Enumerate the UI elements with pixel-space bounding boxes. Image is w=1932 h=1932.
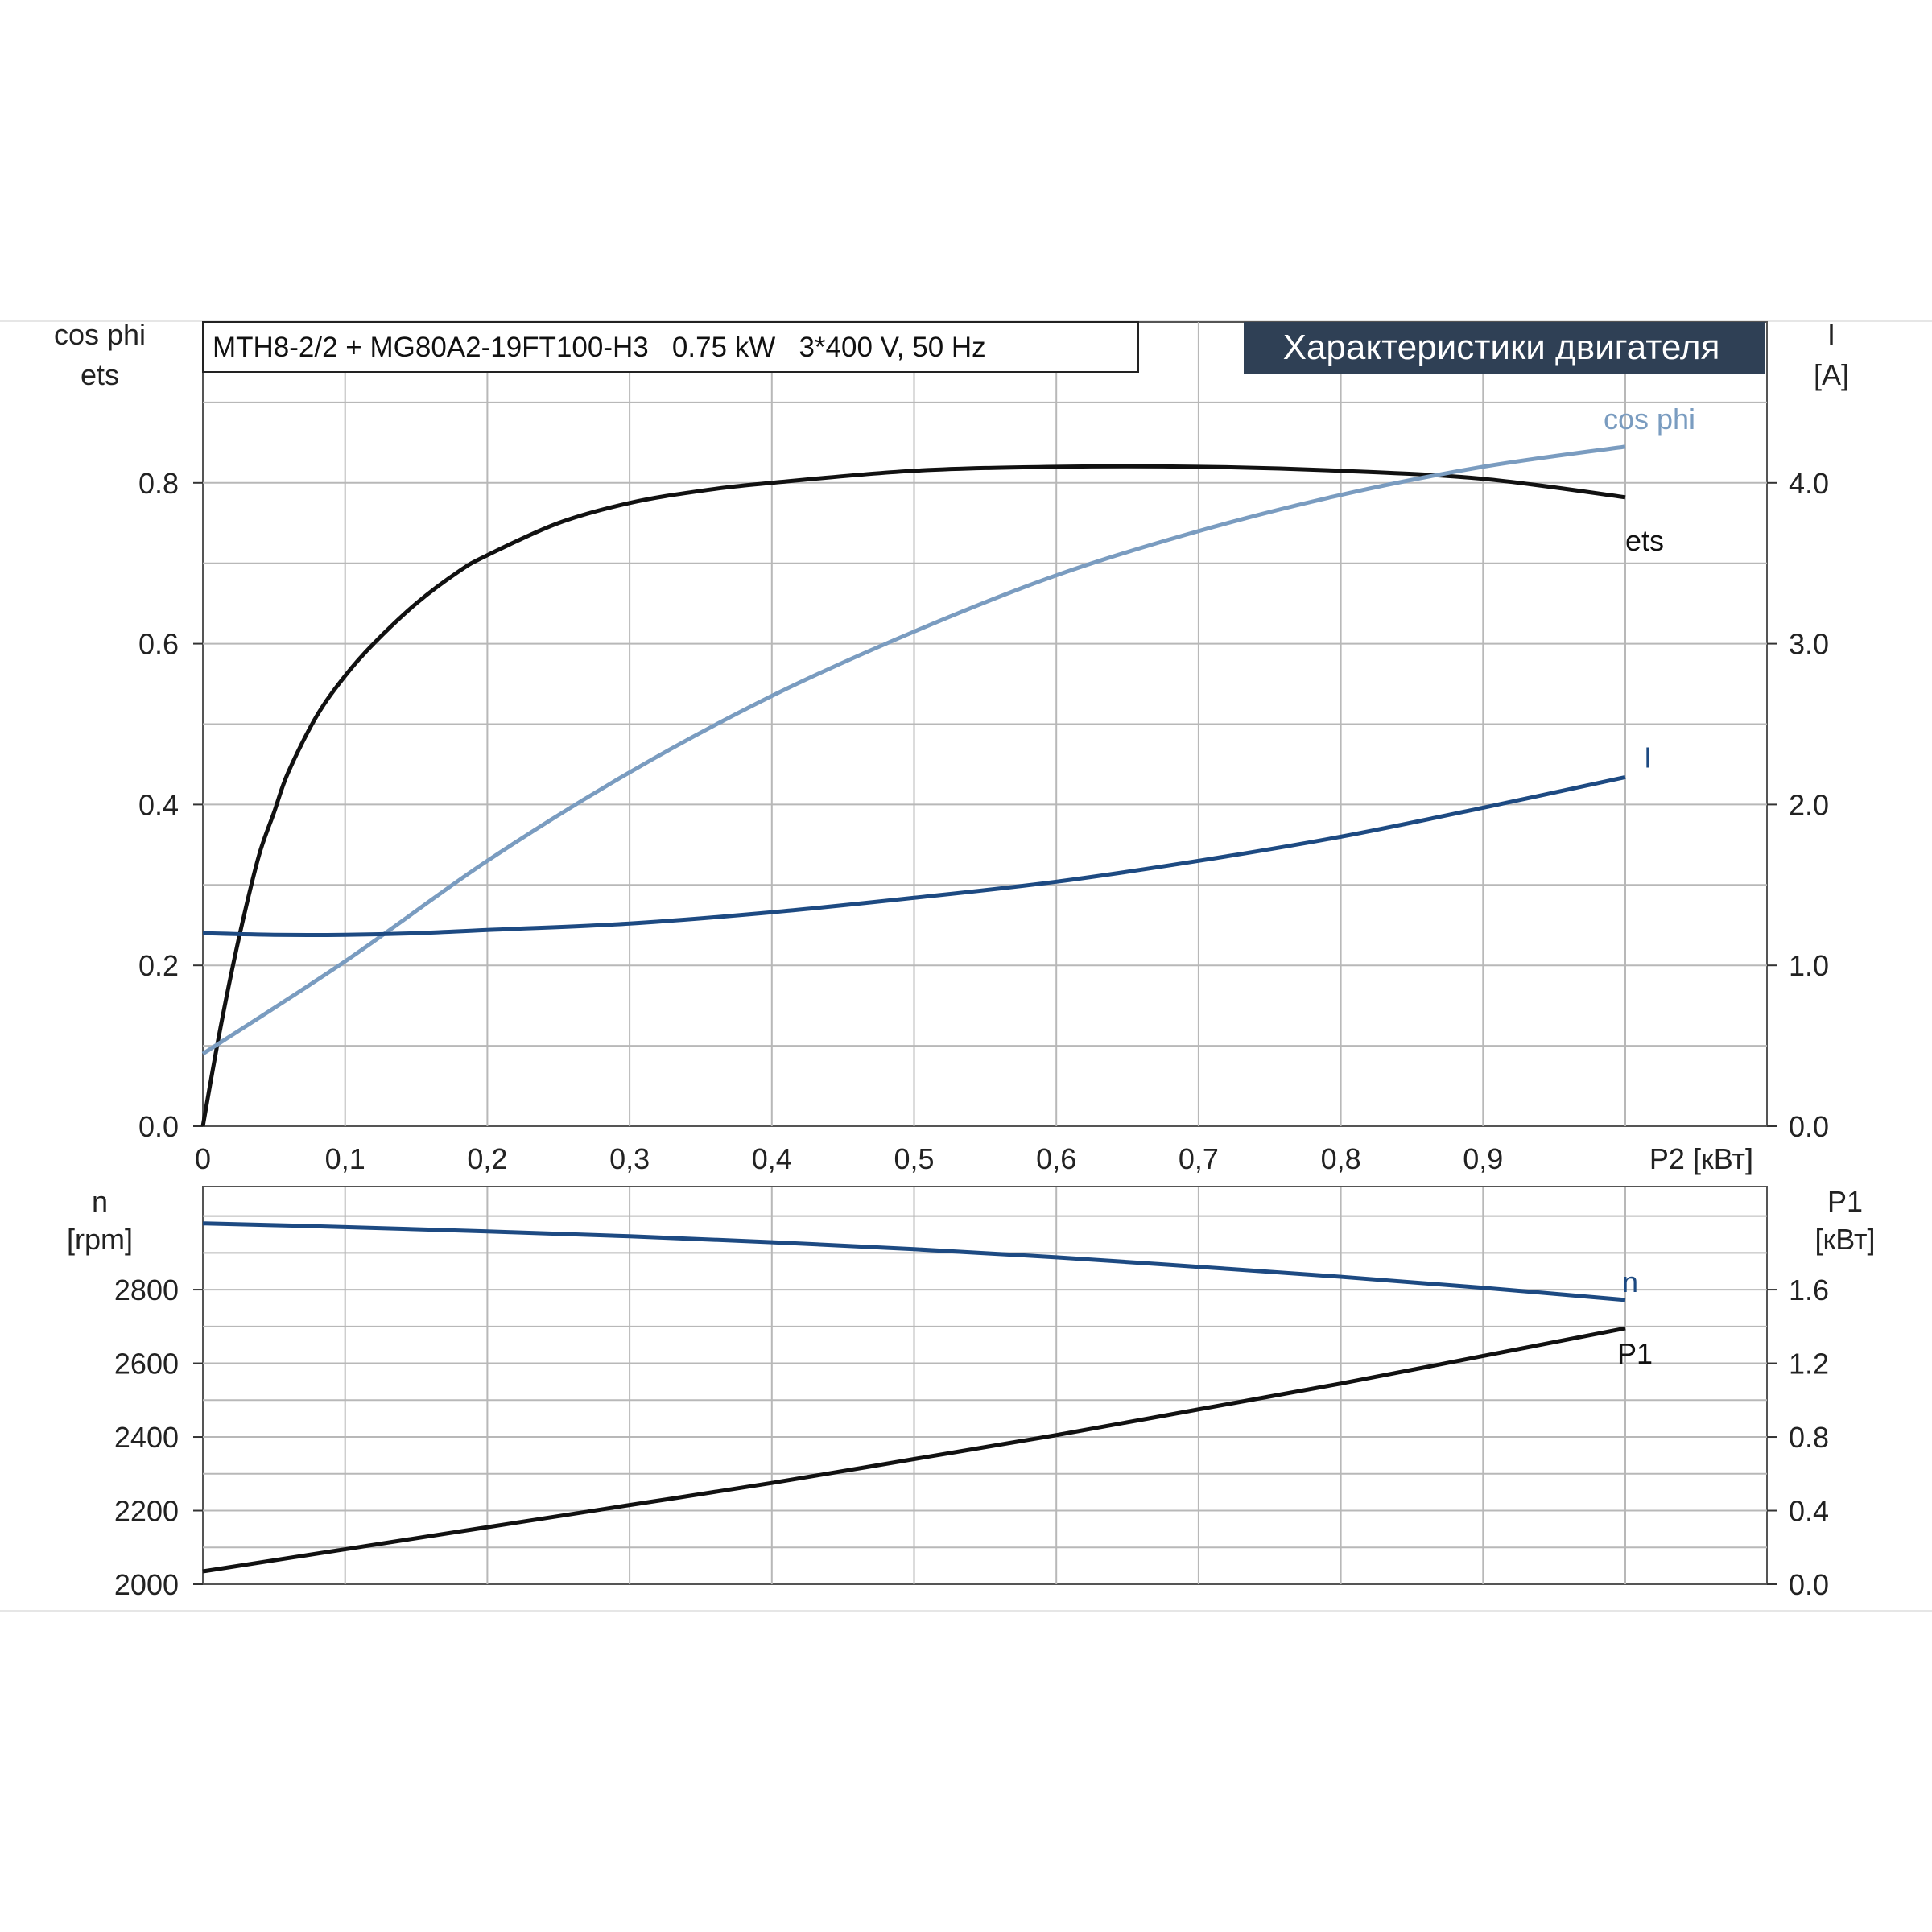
top-x-unit-label: P2 [кВт]	[1649, 1142, 1753, 1175]
left-tick-label: 0.2	[138, 949, 179, 982]
left-tick-label: 2800	[114, 1274, 179, 1307]
series-label-i: I	[1644, 741, 1652, 774]
bottom-series: n P1	[202, 1221, 1653, 1574]
x-tick-label: 0	[195, 1142, 211, 1175]
right-tick-label: 2.0	[1789, 788, 1829, 821]
bottom-right-tick-labels: 0.0 0.4 0.8 1.2 1.6	[1767, 1274, 1829, 1601]
top-right-tick-labels: 0.0 1.0 2.0 3.0 4.0	[1767, 467, 1829, 1143]
left-tick-label: 2200	[114, 1495, 179, 1528]
right-tick-label: 1.0	[1789, 949, 1829, 982]
top-left-axis-label-line1: cos phi	[54, 318, 146, 351]
x-tick-label: 0,6	[1036, 1142, 1076, 1175]
left-tick-label: 0.4	[138, 788, 179, 821]
top-series: ets cos phi I	[200, 402, 1695, 1127]
model-label: MTH8-2/2 + MG80A2-19FT100-H3 0.75 kW 3*4…	[213, 332, 986, 363]
bottom-left-axis-label-line2: [rpm]	[67, 1223, 133, 1256]
model-label-box	[202, 321, 1139, 373]
x-tick-label: 0,5	[894, 1142, 934, 1175]
top-left-axis-label-line2: ets	[80, 358, 119, 391]
right-tick-label: 0.4	[1789, 1495, 1829, 1528]
left-tick-label: 0.6	[138, 628, 179, 661]
series-line-i	[202, 774, 1626, 937]
top-x-tick-labels: 0 0,1 0,2 0,3 0,4 0,5 0,6 0,7 0,8 0,9	[195, 1142, 1503, 1175]
bottom-plot-area	[202, 1186, 1768, 1585]
x-tick-label: 0,3	[609, 1142, 650, 1175]
left-tick-label: 0.8	[138, 467, 179, 500]
x-tick-label: 0,9	[1463, 1142, 1503, 1175]
bottom-right-axis-label-line1: P1	[1827, 1185, 1863, 1218]
right-tick-label: 0.0	[1789, 1110, 1829, 1143]
top-right-axis-label-line2: [A]	[1814, 358, 1849, 391]
left-tick-label: 0.0	[138, 1110, 179, 1143]
right-tick-label: 4.0	[1789, 467, 1829, 500]
top-right-axis-label-line1: I	[1827, 318, 1835, 351]
series-line-cos-phi	[201, 444, 1626, 1056]
top-grid	[203, 322, 1767, 1126]
series-line-n	[202, 1221, 1626, 1302]
x-tick-label: 0,7	[1179, 1142, 1219, 1175]
section-title: Характеристики двигателя	[1283, 328, 1720, 367]
bottom-left-axis-label-line1: n	[92, 1185, 108, 1218]
x-tick-label: 0,4	[752, 1142, 792, 1175]
top-left-tick-labels: 0.0 0.2 0.4 0.6 0.8	[138, 467, 203, 1143]
bottom-grid	[203, 1187, 1767, 1584]
bottom-panel: 2000 2200 2400 2600 2800 0.0 0.4 0.8 1.2 1.6 n P1…	[67, 1185, 1876, 1601]
left-tick-label: 2600	[114, 1348, 179, 1381]
right-tick-label: 0.0	[1789, 1568, 1829, 1601]
section-title-box	[1244, 322, 1765, 374]
series-label-p1: P1	[1617, 1337, 1653, 1370]
series-line-ets	[200, 464, 1626, 1127]
series-label-cos-phi: cos phi	[1604, 402, 1695, 436]
right-tick-label: 1.6	[1789, 1274, 1829, 1307]
right-tick-label: 3.0	[1789, 628, 1829, 661]
series-label-ets: ets	[1625, 524, 1664, 557]
right-tick-label: 1.2	[1789, 1348, 1829, 1381]
series-line-p1	[202, 1326, 1626, 1574]
x-tick-label: 0,8	[1321, 1142, 1361, 1175]
right-tick-label: 0.8	[1789, 1421, 1829, 1454]
bottom-right-axis-label-line2: [кВт]	[1814, 1223, 1875, 1256]
left-tick-label: 2400	[114, 1421, 179, 1454]
top-panel: 0 0,1 0,2 0,3 0,4 0,5 0,6 0,7 0,8 0,9 0.00.20.40.…	[54, 318, 1849, 1175]
x-tick-label: 0,2	[467, 1142, 507, 1175]
left-tick-label: 2000	[114, 1568, 179, 1601]
bottom-left-tick-labels: 2000 2200 2400 2600 2800	[114, 1274, 203, 1601]
x-tick-label: 0,1	[325, 1142, 365, 1175]
series-label-n: n	[1622, 1265, 1638, 1298]
